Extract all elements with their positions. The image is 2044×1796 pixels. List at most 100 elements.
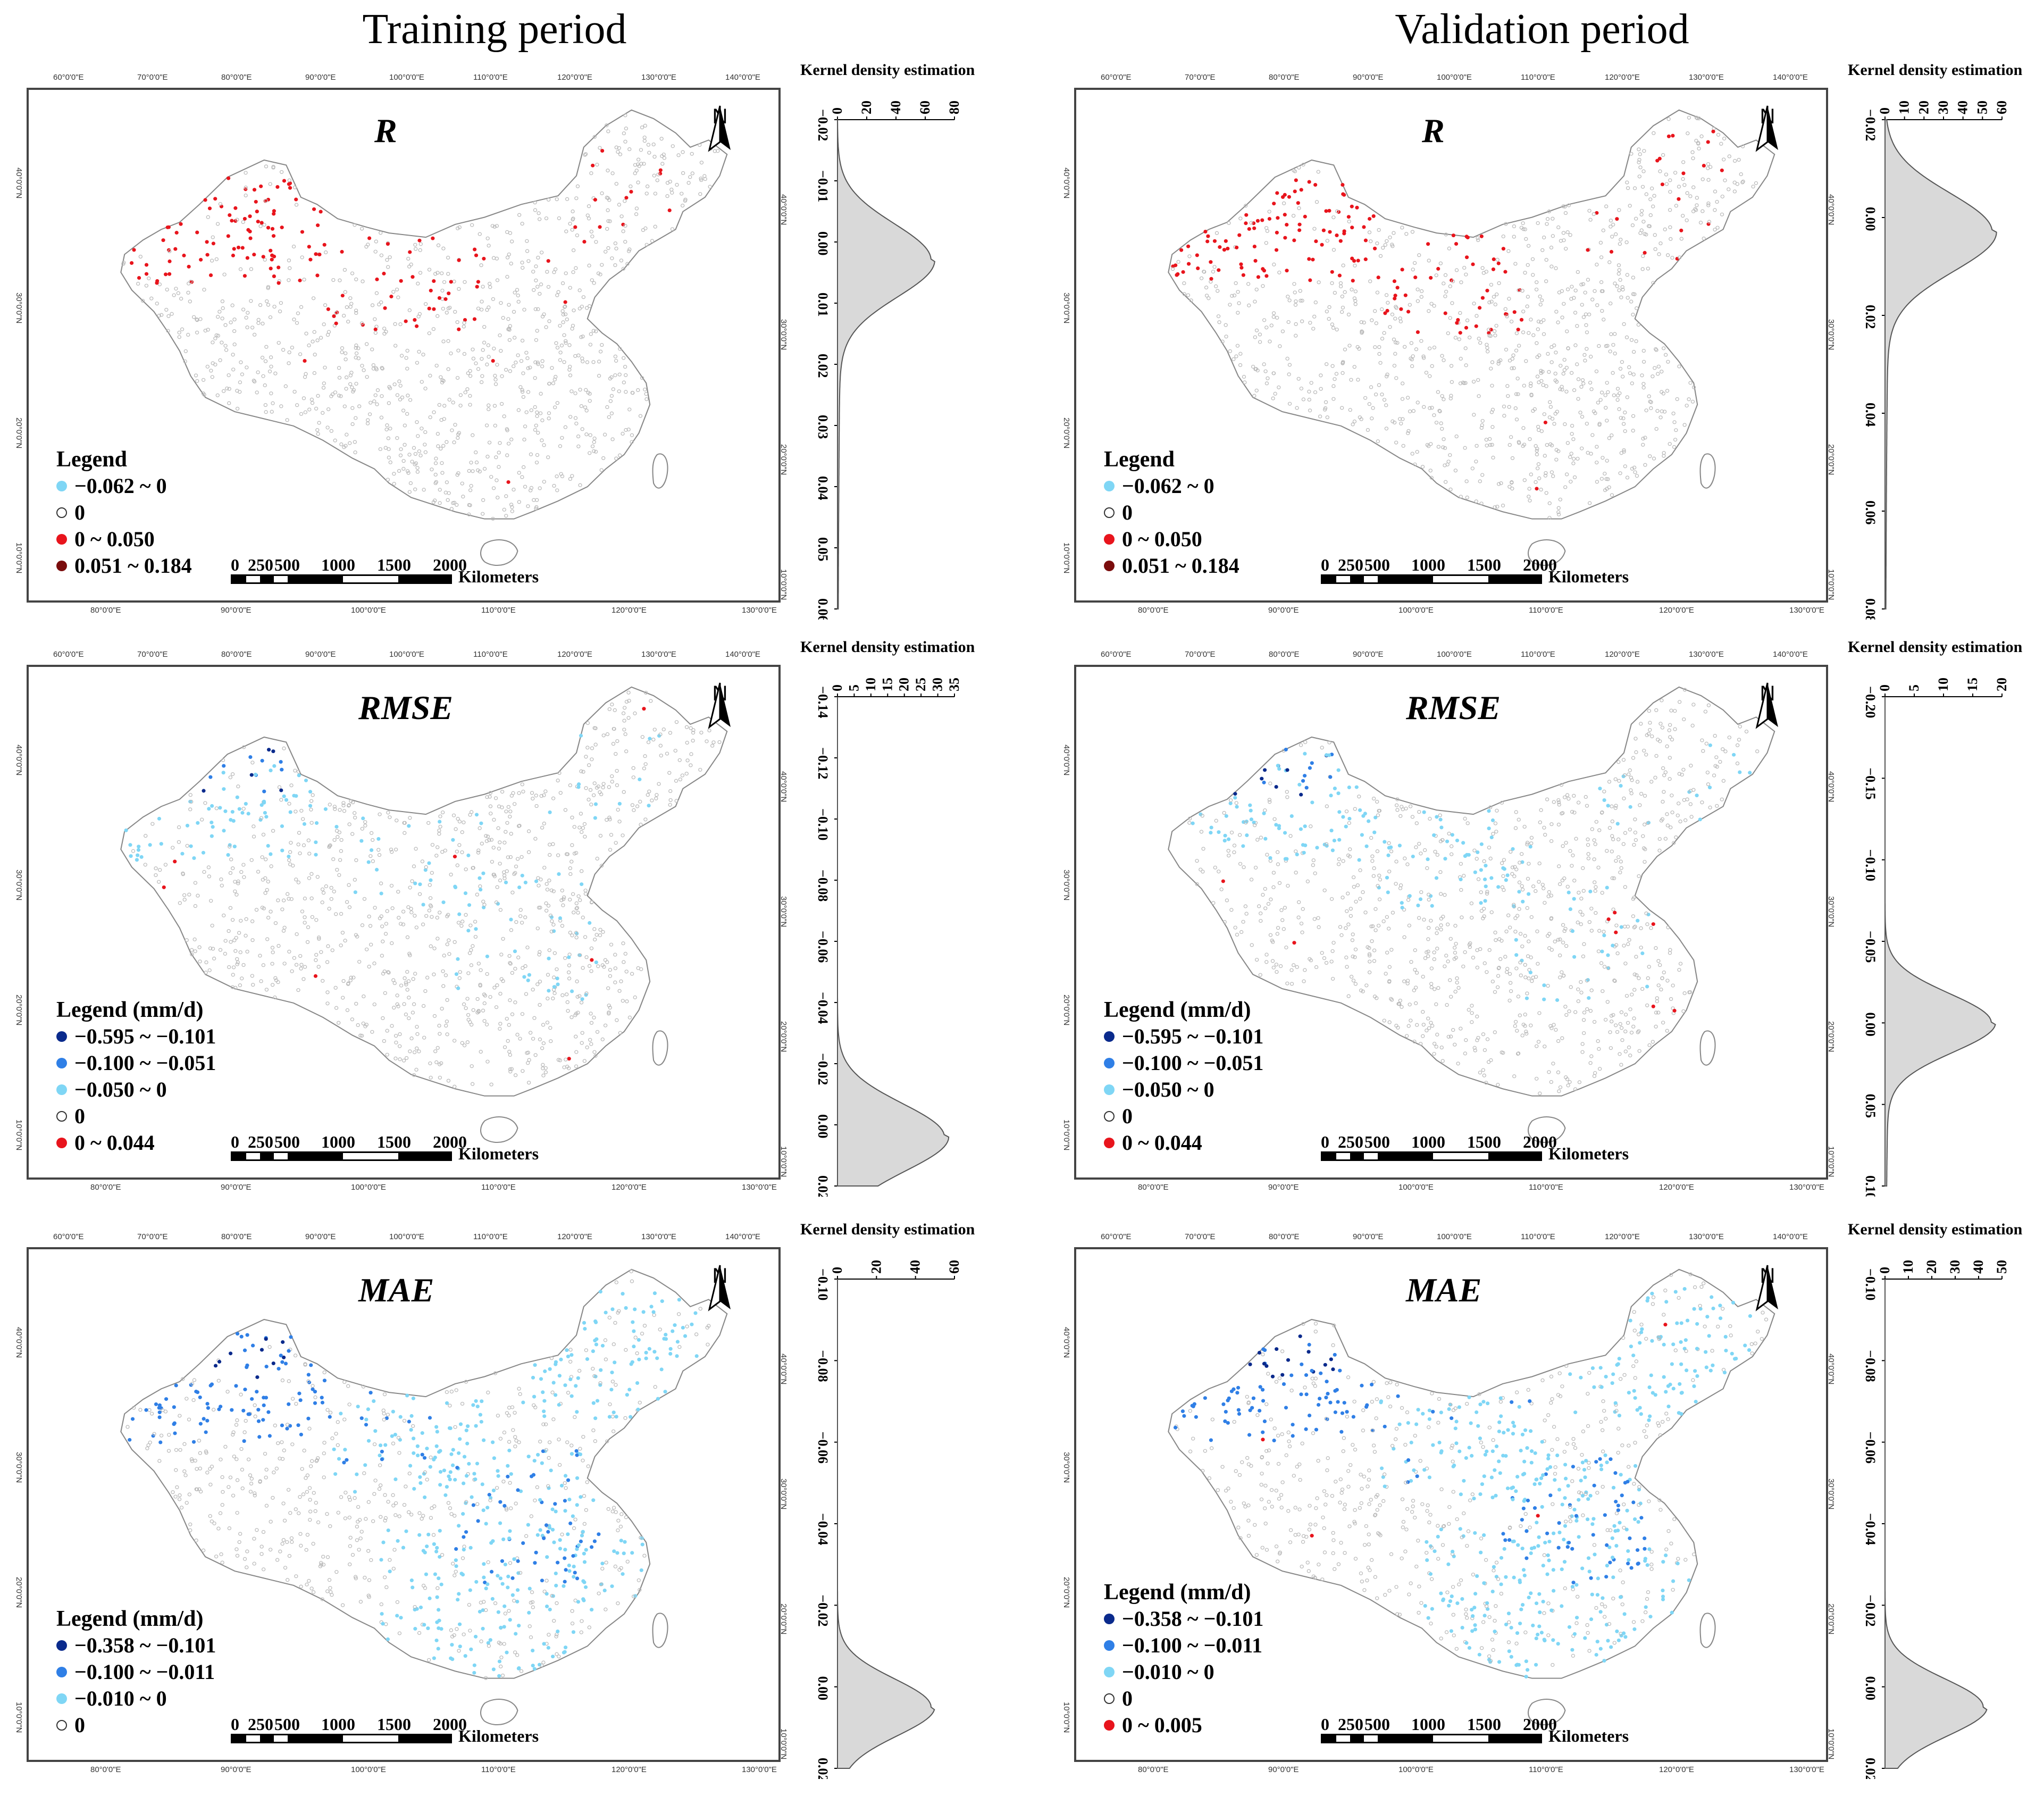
station-point (601, 456, 606, 460)
station-point (484, 834, 488, 838)
station-point (449, 280, 453, 284)
station-point (379, 300, 383, 305)
station-point (312, 330, 316, 334)
station-point (1613, 352, 1617, 356)
station-point (508, 231, 513, 235)
station-point (1593, 842, 1597, 846)
station-point (415, 1025, 419, 1029)
station-point (1477, 337, 1481, 341)
station-point (324, 884, 329, 889)
station-point (683, 199, 688, 203)
station-point (513, 1000, 517, 1005)
station-point (1645, 922, 1649, 926)
station-point (627, 249, 631, 253)
station-point (1441, 915, 1445, 919)
station-point (1620, 374, 1625, 379)
station-point (1574, 837, 1578, 841)
station-point (1463, 816, 1467, 821)
station-point (428, 896, 433, 900)
station-point (342, 314, 346, 318)
station-point (1501, 503, 1505, 508)
station-point (1648, 728, 1652, 732)
station-point (1448, 316, 1452, 320)
latitude-left-label: 30°0'0"N (14, 870, 23, 901)
station-point (1699, 134, 1704, 138)
station-point (1597, 929, 1602, 933)
station-point (218, 358, 222, 362)
station-point (1646, 913, 1651, 917)
station-point (365, 375, 369, 379)
station-point (264, 815, 269, 819)
station-point (539, 282, 543, 287)
station-point (1572, 475, 1577, 480)
longitude-top-label: 100°0'0"E (389, 73, 424, 82)
station-point (638, 799, 642, 804)
station-point (239, 918, 243, 923)
station-point (1549, 948, 1554, 952)
station-point (1500, 861, 1504, 865)
station-point (1459, 495, 1463, 499)
station-point (1401, 444, 1405, 448)
latitude-left-label: 40°0'0"N (14, 168, 23, 199)
station-point (1300, 319, 1304, 323)
station-point (1563, 422, 1567, 427)
station-point (1605, 419, 1609, 423)
china-map (1168, 686, 1775, 1143)
station-point (592, 440, 596, 444)
station-point (643, 762, 648, 766)
station-point (1372, 866, 1376, 871)
station-point (1514, 348, 1519, 353)
station-point (1454, 941, 1458, 946)
station-point (1713, 189, 1718, 194)
station-point (391, 290, 396, 294)
station-point (608, 219, 612, 223)
station-point (238, 267, 243, 271)
station-point (1456, 985, 1461, 990)
station-point (563, 312, 568, 316)
station-point (266, 303, 271, 307)
station-point (1429, 275, 1433, 280)
station-point (286, 892, 290, 896)
station-point (337, 375, 342, 380)
station-point (577, 825, 582, 830)
legend-item: −0.595 ~ −0.101 (56, 1023, 216, 1050)
map-panel-rmse-training: 60°0'0"E 70°0'0"E 80°0'0"E 90°0'0"E 100°0'0"… (14, 638, 975, 1207)
station-point (1351, 875, 1356, 880)
station-point (337, 366, 341, 370)
station-point (642, 162, 646, 166)
station-point (562, 360, 566, 364)
station-point (540, 825, 544, 830)
station-point (272, 274, 276, 279)
station-point (403, 976, 407, 980)
station-point (166, 329, 170, 333)
station-point (1224, 335, 1228, 339)
station-point (314, 821, 319, 825)
station-point (439, 1582, 443, 1586)
station-point (1649, 926, 1653, 930)
station-point (1432, 833, 1436, 837)
station-point (259, 979, 263, 983)
station-point (1327, 740, 1331, 745)
station-point (1449, 394, 1453, 398)
station-point (301, 396, 306, 400)
station-point (1615, 387, 1620, 391)
station-point (1470, 466, 1475, 471)
station-point (244, 171, 248, 175)
station-point (1428, 894, 1433, 898)
station-point (333, 390, 338, 395)
station-point (449, 1628, 454, 1632)
scale-label: 250 (248, 1132, 273, 1151)
station-point (464, 1006, 468, 1010)
station-point (1364, 983, 1369, 988)
station-point (485, 954, 489, 958)
scale-segment (1336, 576, 1350, 582)
station-point (1627, 1045, 1631, 1049)
station-point (1252, 823, 1257, 828)
station-point (383, 306, 387, 310)
station-point (643, 754, 647, 758)
station-point (420, 859, 425, 864)
station-point (1303, 751, 1307, 756)
station-point (1635, 474, 1639, 478)
station-point (613, 354, 618, 358)
station-point (468, 403, 472, 407)
